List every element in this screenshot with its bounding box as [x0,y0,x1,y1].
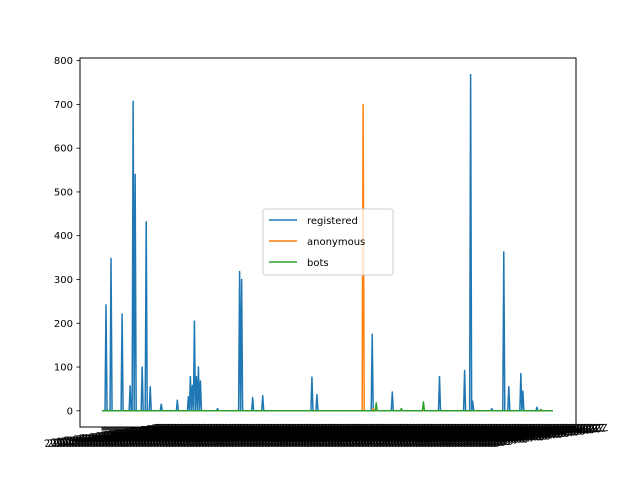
legend-label-registered: registered [307,216,358,227]
y-tick-label: 700 [54,100,73,111]
y-axis-ticks: 0 100 200 300 400 500 600 700 800 [54,56,80,417]
y-tick-label: 100 [54,363,73,374]
legend: registered anonymous bots [262,208,394,276]
y-tick-label: 300 [54,275,73,286]
y-tick-label: 500 [54,187,73,198]
series-layer [102,73,553,412]
y-tick-label: 0 [67,406,73,417]
x-tick-marks [101,427,554,431]
legend-label-anonymous: anonymous [307,237,365,248]
plot-frame [79,57,577,428]
y-tick-label: 200 [54,319,73,330]
y-tick-label: 800 [54,56,73,67]
y-tick-label: 400 [54,231,73,242]
legend-box [262,208,394,276]
y-tick-label: 600 [54,144,73,155]
series-line-bots [102,401,553,412]
legend-label-bots: bots [307,258,329,269]
